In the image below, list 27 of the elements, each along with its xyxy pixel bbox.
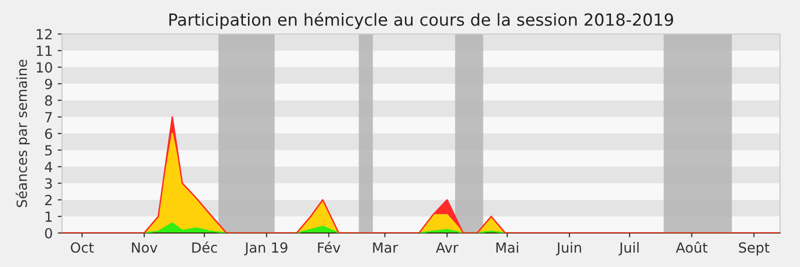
x-tick-label: Jan 19 bbox=[244, 242, 288, 256]
x-tick-label: Oct bbox=[70, 242, 94, 253]
x-tick-label: Mar bbox=[373, 242, 398, 253]
y-tick-label: 10 bbox=[36, 62, 52, 73]
x-tick-label: Fév bbox=[318, 241, 340, 253]
y-tick-label: 7 bbox=[45, 112, 52, 122]
y-tick-label: 0 bbox=[45, 228, 52, 238]
x-tick-label: Juin bbox=[556, 242, 582, 256]
y-tick-label: 8 bbox=[45, 95, 52, 106]
chart-title: Participation en hémicycle au cours de la session 2018-2019 bbox=[169, 12, 674, 30]
y-axis-title: Séances par semaine bbox=[16, 60, 30, 208]
x-tick-label: Sept bbox=[739, 242, 770, 256]
x-tick-label: Mai bbox=[496, 242, 518, 253]
x-tick-label: Avr bbox=[436, 242, 458, 253]
x-tick-label: Déc bbox=[192, 241, 217, 253]
y-tick-label: 1 bbox=[46, 212, 52, 222]
x-tick-label: Nov bbox=[132, 242, 158, 253]
x-tick-label: Juil bbox=[618, 242, 639, 256]
y-tick-label: 9 bbox=[45, 78, 52, 90]
y-tick-label: 6 bbox=[45, 128, 52, 139]
y-tick-label: 3 bbox=[45, 178, 52, 189]
y-tick-label: 11 bbox=[36, 46, 52, 56]
y-tick-label: 12 bbox=[36, 28, 52, 40]
x-tick-label: Août bbox=[676, 241, 708, 253]
y-tick-label: 2 bbox=[45, 194, 52, 206]
y-tick-label: 5 bbox=[45, 145, 52, 156]
y-tick-label: 4 bbox=[44, 162, 52, 172]
